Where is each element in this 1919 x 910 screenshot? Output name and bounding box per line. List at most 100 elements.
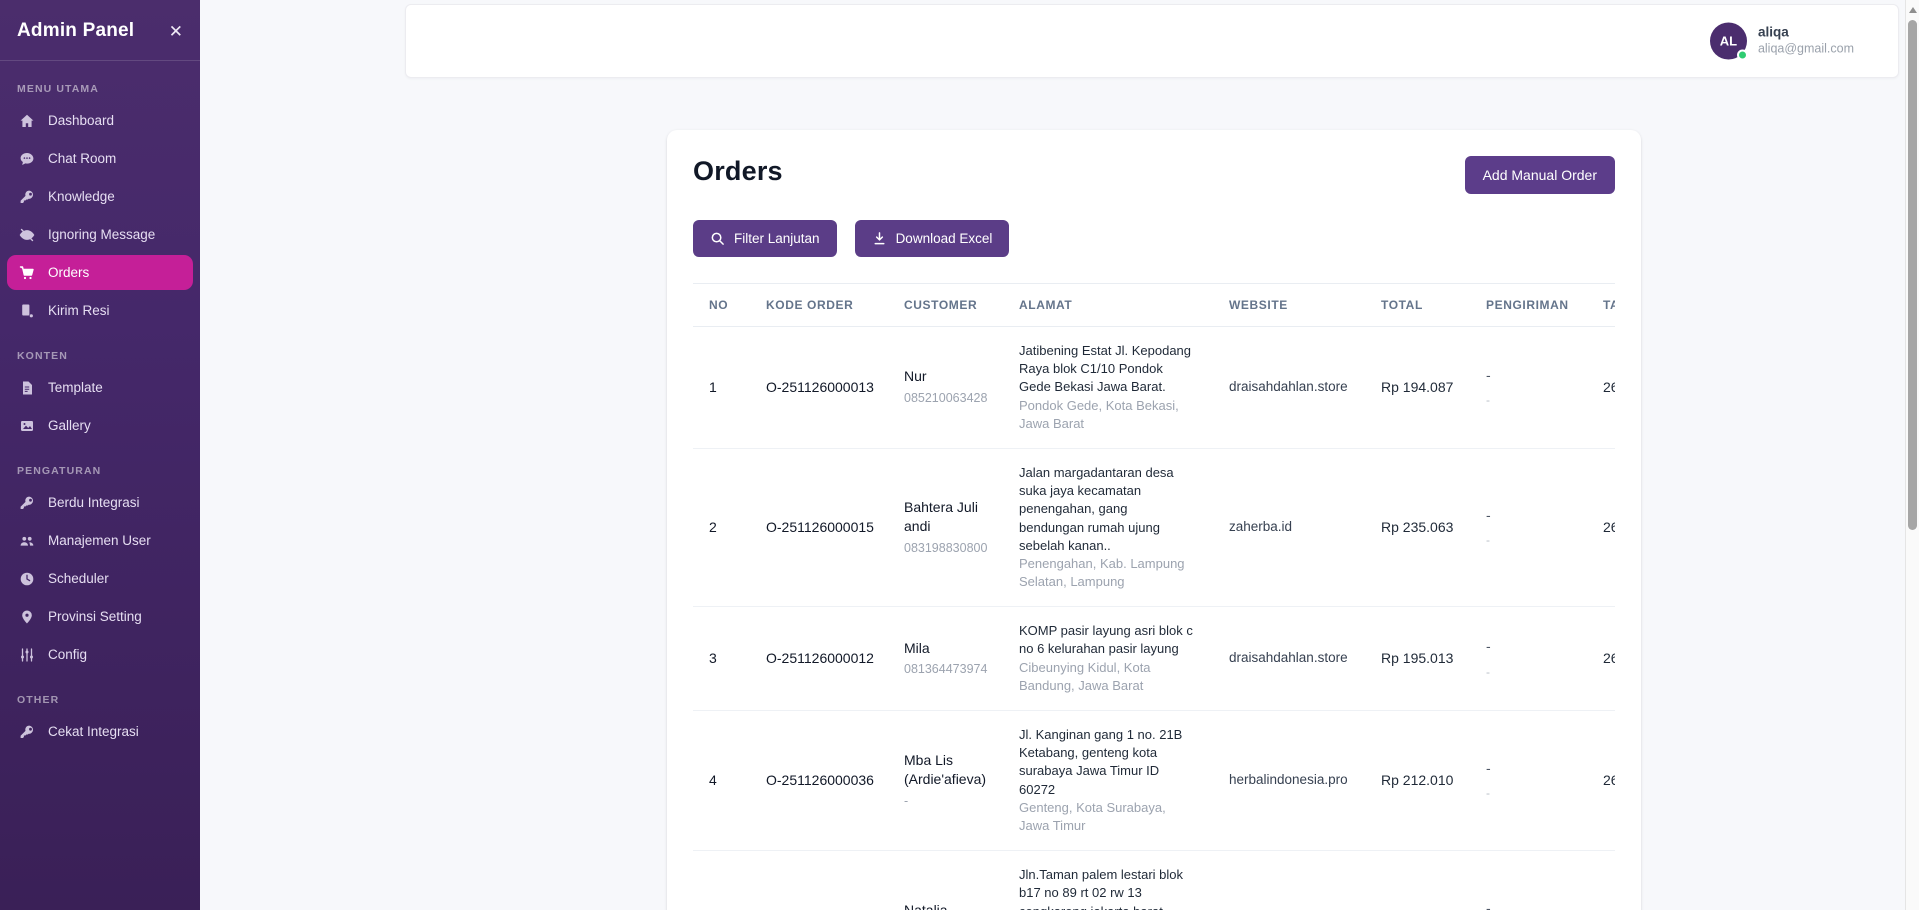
user-email: aliqa@gmail.com <box>1757 41 1854 56</box>
sidebar-item-label: Kirim Resi <box>48 303 110 318</box>
section-label: MENU UTAMA <box>17 83 99 95</box>
cell-total: Rp 194.087 <box>1381 326 1486 449</box>
avatar: AL <box>1709 22 1748 61</box>
sidebar-item-label: Orders <box>48 265 90 280</box>
section-label: KONTEN <box>17 350 68 362</box>
key-icon <box>18 188 35 205</box>
download-icon <box>872 231 887 246</box>
sidebar-item-label: Ignoring Message <box>48 227 156 242</box>
cell-pengiriman: -- <box>1486 326 1603 449</box>
key-icon <box>18 494 35 511</box>
receipt-icon <box>18 302 35 319</box>
col-tanggal: TA <box>1603 283 1615 327</box>
sidebar-item-chat-room[interactable]: Chat Room <box>7 141 193 176</box>
sidebar-section-other: OTHER Cekat Integrasi <box>0 694 200 749</box>
address-region: Pondok Gede, Kota Bekasi, Jawa Barat <box>1019 397 1179 431</box>
address-region: Genteng, Kota Surabaya, Jawa Timur <box>1019 799 1166 833</box>
cell-website: draisahdahlan.store <box>1229 326 1381 449</box>
cell-total: Rp 235.063 <box>1381 448 1486 608</box>
filter-lanjutan-button[interactable]: Filter Lanjutan <box>693 220 837 257</box>
sliders-icon <box>18 646 35 663</box>
add-manual-order-label: Add Manual Order <box>1482 167 1597 183</box>
cell-tanggal: 26 <box>1603 710 1615 852</box>
sidebar-item-config[interactable]: Config <box>7 637 193 672</box>
address-region: Cibeunying Kidul, Kota Bandung, Jawa Bar… <box>1019 659 1151 693</box>
user-menu[interactable]: AL aliqa aliqa@gmail.com <box>1709 22 1854 61</box>
cell-alamat: Jln.Taman palem lestari blok b17 no 89 r… <box>1019 850 1229 910</box>
sidebar-item-orders[interactable]: Orders <box>7 255 193 290</box>
cell-kode: O-251126000015 <box>766 448 904 608</box>
sidebar-item-label: Chat Room <box>48 151 117 166</box>
cell-no: 1 <box>693 326 766 449</box>
card-header: Orders Add Manual Order <box>667 130 1641 194</box>
table-row[interactable]: 5 O-251126000025 Natalia0819899988 Jln.T… <box>693 850 1615 910</box>
vertical-scrollbar[interactable] <box>1905 0 1919 910</box>
sidebar-item-label: Dashboard <box>48 113 115 128</box>
orders-table-wrap: NO KODE ORDER CUSTOMER ALAMAT WEBSITE TO… <box>667 283 1615 910</box>
section-label: PENGATURAN <box>17 465 102 477</box>
sidebar-item-cekat-integrasi[interactable]: Cekat Integrasi <box>7 714 193 749</box>
user-name: aliqa <box>1757 24 1789 40</box>
sidebar-item-label: Gallery <box>48 418 91 433</box>
cell-kode: O-251126000025 <box>766 850 904 910</box>
sidebar-item-berdu-integrasi[interactable]: Berdu Integrasi <box>7 485 193 520</box>
table-row[interactable]: 4 O-251126000036 Mba Lis (Ardie'afieva) -… <box>693 710 1615 852</box>
cell-customer: Natalia0819899988 <box>904 850 1019 910</box>
address-line: KOMP pasir layung asri blok c no 6 kelur… <box>1019 623 1193 657</box>
sidebar-item-gallery[interactable]: Gallery <box>7 408 193 443</box>
cell-tanggal: 26 <box>1603 606 1615 711</box>
scrollbar-thumb[interactable] <box>1908 20 1917 530</box>
table-row[interactable]: 2 O-251126000015 Bahtera Juli andi 083198… <box>693 448 1615 608</box>
table-actions: Filter Lanjutan Download Excel <box>667 220 1641 257</box>
sidebar-item-label: Scheduler <box>48 571 109 586</box>
customer-phone: 085210063428 <box>904 391 988 406</box>
cell-alamat: Jatibening Estat Jl. Kepodang Raya blok … <box>1019 326 1229 449</box>
col-pengiriman: PENGIRIMAN <box>1486 283 1603 327</box>
col-no: NO <box>693 283 766 327</box>
table-row[interactable]: 3 O-251126000012 Mila 081364473974 KOMP p… <box>693 606 1615 711</box>
sidebar-item-knowledge[interactable]: Knowledge <box>7 179 193 214</box>
cell-no: 4 <box>693 710 766 852</box>
table-row[interactable]: 1 O-251126000013 Nur 085210063428 Jatiben… <box>693 326 1615 449</box>
address-line: Jalan margadantaran desa suka jaya kecam… <box>1019 464 1174 553</box>
key-icon <box>18 723 35 740</box>
sidebar-item-provinsi-setting[interactable]: Provinsi Setting <box>7 599 193 634</box>
sidebar-item-manajemen-user[interactable]: Manajemen User <box>7 523 193 558</box>
cell-website: draisahdahlan.store <box>1229 606 1381 711</box>
col-total: TOTAL <box>1381 283 1486 327</box>
cell-kode: O-251126000013 <box>766 326 904 449</box>
topbar: AL aliqa aliqa@gmail.com <box>405 4 1899 78</box>
sidebar-item-template[interactable]: Template <box>7 370 193 405</box>
cell-customer: Bahtera Juli andi 083198830800 <box>904 448 1019 608</box>
cart-icon <box>18 264 35 281</box>
cell-kode: O-251126000012 <box>766 606 904 711</box>
cell-alamat: Jl. Kanginan gang 1 no. 21B Ketabang, ge… <box>1019 710 1229 852</box>
cell-tanggal: 26 <box>1603 326 1615 449</box>
cell-pengiriman: -- <box>1486 448 1603 608</box>
add-manual-order-button[interactable]: Add Manual Order <box>1464 156 1615 194</box>
sidebar-item-scheduler[interactable]: Scheduler <box>7 561 193 596</box>
sidebar-item-ignoring-message[interactable]: Ignoring Message <box>7 217 193 252</box>
address-region: Penengahan, Kab. Lampung Selatan, Lampun… <box>1019 555 1185 590</box>
scroll-up-arrow-icon[interactable] <box>1909 7 1917 13</box>
table-header-row: NO KODE ORDER CUSTOMER ALAMAT WEBSITE TO… <box>693 283 1615 327</box>
download-excel-button[interactable]: Download Excel <box>854 220 1010 257</box>
sidebar-item-label: Cekat Integrasi <box>48 724 139 739</box>
sidebar-header: Admin Panel ✕ <box>0 0 200 61</box>
chat-icon <box>18 150 35 167</box>
sidebar-item-label: Knowledge <box>48 189 115 204</box>
customer-phone: 081364473974 <box>904 662 988 677</box>
sidebar-item-label: Template <box>48 380 103 395</box>
address-line: Jl. Kanginan gang 1 no. 21B Ketabang, ge… <box>1019 727 1183 797</box>
page-title: Orders <box>693 156 783 186</box>
online-status-dot <box>1736 49 1748 61</box>
search-icon <box>710 231 725 246</box>
sidebar-item-dashboard[interactable]: Dashboard <box>7 103 193 138</box>
home-icon <box>18 112 35 129</box>
cell-pengiriman: -- <box>1486 850 1603 910</box>
download-excel-label: Download Excel <box>895 230 993 246</box>
customer-phone: 083198830800 <box>904 540 988 555</box>
close-icon[interactable]: ✕ <box>168 21 183 41</box>
map-pin-icon <box>18 608 35 625</box>
sidebar-item-kirim-resi[interactable]: Kirim Resi <box>7 293 193 328</box>
